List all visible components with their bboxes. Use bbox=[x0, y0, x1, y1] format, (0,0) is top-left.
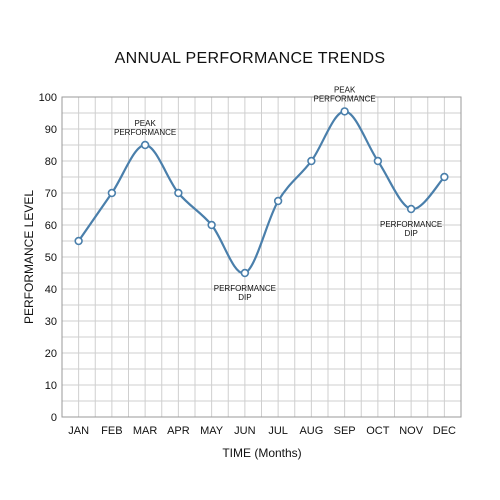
annotation-line: PERFORMANCE bbox=[380, 220, 442, 229]
annotation-label: PERFORMANCE DIP bbox=[214, 284, 276, 302]
x-tick-labels: JAN FEB MAR APR MAY JUN JUL AUG SEP OCT NOV DEC bbox=[68, 425, 456, 437]
annotation-line: PERFORMANCE bbox=[214, 284, 276, 293]
data-point bbox=[140, 140, 150, 150]
data-point bbox=[406, 204, 416, 214]
y-tick-label: 80 bbox=[45, 156, 57, 168]
y-tick-label: 40 bbox=[45, 284, 57, 296]
data-points bbox=[74, 107, 449, 278]
chart-title: ANNUAL PERFORMANCE TRENDS bbox=[115, 50, 386, 67]
y-tick-label: 100 bbox=[39, 92, 57, 104]
y-tick-labels: 0 10 20 30 40 50 60 70 80 90 100 bbox=[39, 92, 57, 424]
data-point bbox=[307, 156, 316, 166]
x-tick-label: SEP bbox=[334, 425, 356, 437]
annotation-label: PEAK PERFORMANCE bbox=[314, 85, 376, 103]
data-point bbox=[207, 220, 216, 230]
data-point bbox=[440, 172, 449, 182]
x-tick-label: JAN bbox=[68, 425, 89, 437]
x-axis-label: TIME (Months) bbox=[222, 446, 301, 460]
annotation-line: PERFORMANCE bbox=[114, 128, 176, 137]
y-tick-label: 70 bbox=[45, 188, 57, 200]
data-point bbox=[107, 188, 117, 198]
annotation-line: PEAK bbox=[334, 85, 356, 94]
plot-frame bbox=[61, 96, 462, 418]
y-tick-label: 10 bbox=[45, 380, 57, 392]
grid bbox=[61, 96, 462, 418]
y-tick-label: 50 bbox=[45, 252, 57, 264]
x-tick-label: DEC bbox=[433, 425, 456, 437]
x-tick-label: MAY bbox=[200, 425, 224, 437]
annotation-line: DIP bbox=[238, 293, 251, 302]
y-tick-label: 60 bbox=[45, 220, 57, 232]
y-axis-label: PERFORMANCE LEVEL bbox=[22, 190, 36, 324]
data-point bbox=[74, 236, 83, 246]
annotation-label: PERFORMANCE DIP bbox=[380, 220, 442, 238]
x-tick-label: AUG bbox=[299, 425, 323, 437]
y-tick-label: 20 bbox=[45, 348, 57, 360]
x-tick-label: OCT bbox=[366, 425, 390, 437]
y-tick-label: 30 bbox=[45, 316, 57, 328]
y-tick-label: 90 bbox=[45, 124, 57, 136]
x-tick-label: JUN bbox=[234, 425, 255, 437]
x-tick-label: JUL bbox=[268, 425, 288, 437]
x-tick-label: MAR bbox=[133, 425, 158, 437]
data-point bbox=[240, 268, 250, 278]
y-tick-label: 0 bbox=[51, 412, 57, 424]
x-tick-label: FEB bbox=[101, 425, 122, 437]
annotation-line: PERFORMANCE bbox=[314, 94, 376, 103]
annotation-line: DIP bbox=[404, 229, 417, 238]
data-point bbox=[273, 196, 283, 206]
annotation-line: PEAK bbox=[134, 119, 156, 128]
data-point bbox=[174, 188, 183, 198]
annotation-label: PEAK PERFORMANCE bbox=[114, 119, 176, 137]
x-tick-label: NOV bbox=[399, 425, 424, 437]
x-tick-label: APR bbox=[167, 425, 190, 437]
data-point bbox=[340, 107, 349, 116]
data-point bbox=[373, 156, 383, 166]
